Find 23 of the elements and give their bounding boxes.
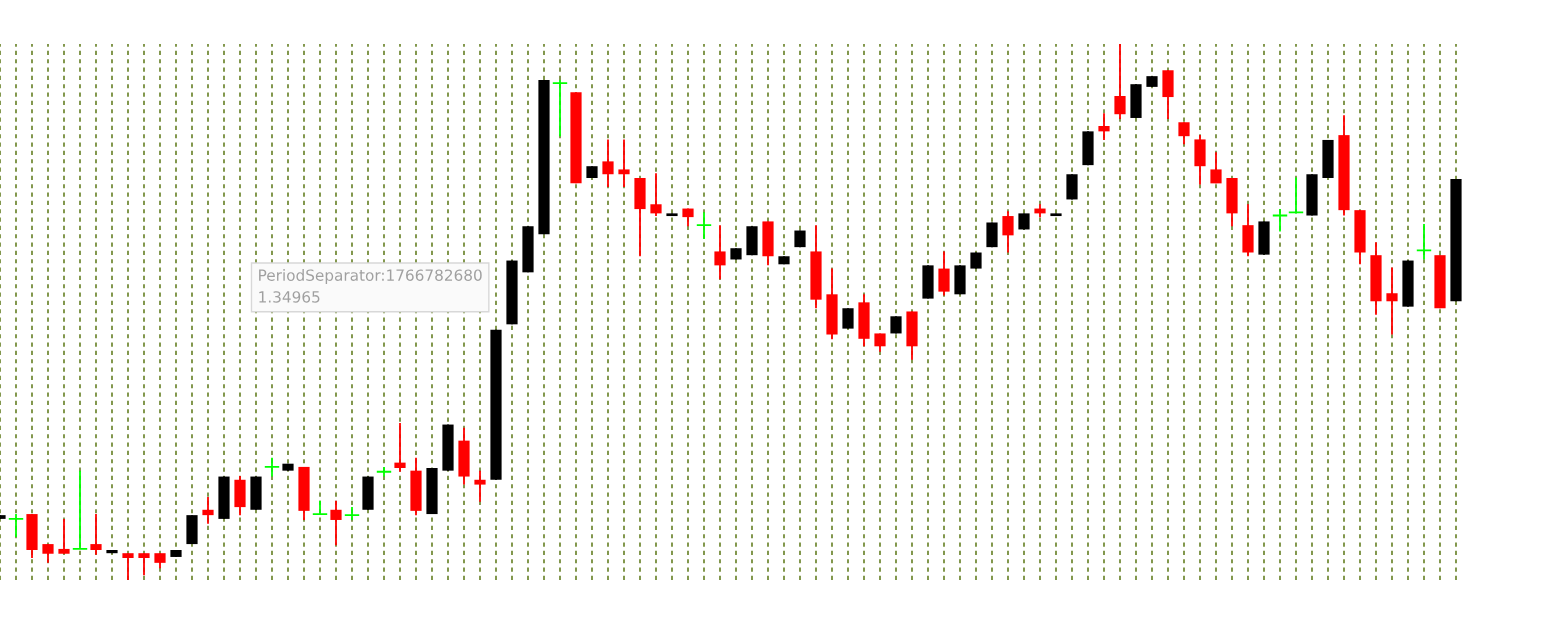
candlestick [874, 332, 886, 353]
candlestick [618, 138, 630, 189]
candlestick [1002, 210, 1014, 254]
candlestick [602, 138, 614, 189]
candlestick [1178, 121, 1190, 146]
candlestick [1114, 44, 1126, 120]
candlestick [58, 517, 70, 555]
candlestick [714, 224, 726, 281]
candlestick [1098, 112, 1110, 141]
candlestick [842, 307, 854, 330]
candlestick [122, 552, 134, 580]
candlestick [90, 513, 102, 556]
candlestick [650, 172, 662, 217]
candlestick [938, 250, 950, 297]
candlestick [42, 543, 54, 564]
candlestick [1210, 151, 1222, 185]
annotation: PeriodSeparator:1766782680 1.34965 [259, 269, 482, 303]
candlestick [394, 422, 406, 473]
candlestick [474, 469, 486, 503]
candlestick [1386, 266, 1398, 336]
candlestick [330, 499, 342, 547]
candlestick [138, 552, 150, 577]
candlestick [202, 496, 214, 525]
